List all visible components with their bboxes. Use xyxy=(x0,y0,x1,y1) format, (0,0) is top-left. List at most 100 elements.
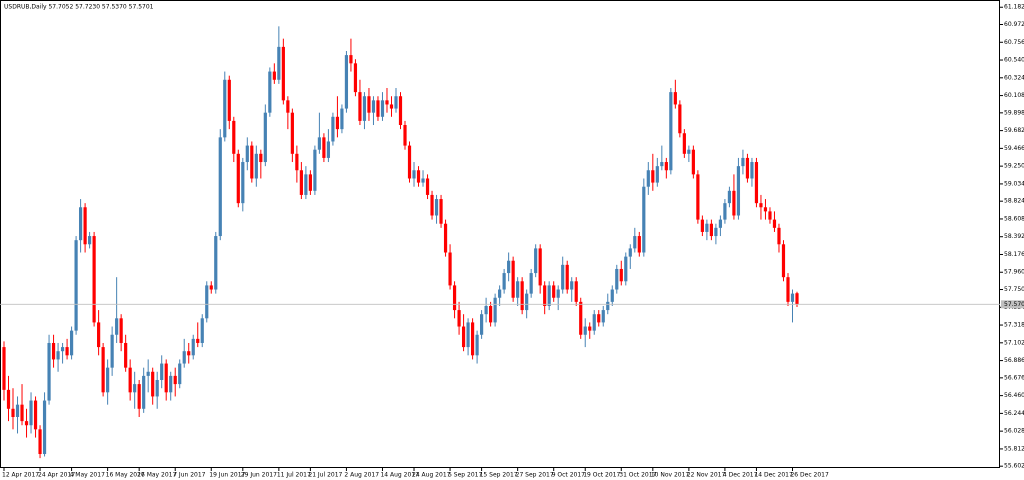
candle-body xyxy=(466,322,470,348)
candle-body xyxy=(205,285,209,319)
candle-body xyxy=(88,236,92,245)
candle-body xyxy=(502,273,506,290)
candle-body xyxy=(394,96,398,109)
candle-body xyxy=(520,281,524,311)
candle-body xyxy=(768,211,772,220)
candle-body xyxy=(209,285,213,290)
candle-body xyxy=(741,157,745,167)
candle-body xyxy=(92,236,96,323)
candle-body xyxy=(754,162,759,204)
candle-body xyxy=(51,342,56,360)
candle-body xyxy=(597,314,601,323)
candle-body xyxy=(714,227,718,237)
candle-body xyxy=(65,347,69,356)
y-tick-label: 55.6020 xyxy=(1004,463,1024,470)
candle-body xyxy=(452,285,457,311)
candle-body xyxy=(759,203,763,208)
candle-body xyxy=(304,174,308,195)
candle-body xyxy=(106,367,110,393)
candle-body xyxy=(60,347,65,352)
candle-body xyxy=(561,264,565,290)
candle-body xyxy=(489,305,493,323)
candle-body xyxy=(151,371,155,397)
y-tick-label: 56.8860 xyxy=(1004,357,1024,364)
candle-body xyxy=(33,400,38,430)
candle-body xyxy=(439,199,443,224)
candle-body xyxy=(326,141,331,158)
candle-body xyxy=(461,326,466,348)
x-tick-label: 29 Jun 2017 xyxy=(241,472,277,479)
candle-body xyxy=(421,178,425,183)
x-tick-label: 16 May 2017 xyxy=(106,472,145,479)
chart-title: USDRUB,Daily 57.7052 57.7230 57.5370 57.… xyxy=(4,4,154,11)
candle-body xyxy=(718,219,723,228)
candle-body xyxy=(313,149,317,191)
current-price-box xyxy=(1001,300,1024,309)
candle-body xyxy=(723,203,727,220)
y-tick-label: 57.1020 xyxy=(1004,339,1024,346)
candle-body xyxy=(498,289,502,298)
candle-body xyxy=(173,375,177,385)
y-tick-label: 60.7560 xyxy=(1004,39,1024,46)
candle-body xyxy=(142,375,146,409)
x-tick-label: 24 Aug 2017 xyxy=(412,472,451,479)
candle-body xyxy=(15,404,20,418)
candle-body xyxy=(705,223,709,232)
candle-body xyxy=(331,116,335,142)
candle-body xyxy=(272,71,276,80)
candle-body xyxy=(470,322,475,356)
x-tick-label: 4 May 2017 xyxy=(70,472,105,479)
candle-body xyxy=(651,170,655,183)
candle-body xyxy=(664,162,668,171)
candle-body xyxy=(583,326,587,335)
candle-body xyxy=(443,223,448,253)
current-price-label: 57.5701 xyxy=(1004,301,1024,308)
x-tick-label: 24 Apr 2017 xyxy=(38,472,75,479)
candle-body xyxy=(200,318,204,343)
candle-body xyxy=(371,100,376,113)
candle-body xyxy=(133,384,137,393)
candle-body xyxy=(772,219,777,228)
plot-frame xyxy=(0,0,1000,468)
candle-body xyxy=(196,338,200,343)
x-tick-label: 14 Dec 2017 xyxy=(754,472,793,479)
x-tick-label: 27 Sep 2017 xyxy=(516,472,554,479)
candle-body xyxy=(592,314,596,331)
y-tick-label: 59.4660 xyxy=(1004,145,1024,152)
candle-body xyxy=(245,145,249,163)
candle-body xyxy=(155,379,159,397)
candle-body xyxy=(529,273,533,294)
candle-body xyxy=(124,342,128,368)
candle-body xyxy=(236,153,240,204)
candle-body xyxy=(97,322,101,348)
candle-body xyxy=(178,363,182,385)
candle-body xyxy=(552,285,556,298)
candle-body xyxy=(263,112,267,163)
candle-body xyxy=(750,162,754,179)
candle-body xyxy=(637,236,641,253)
y-tick-label: 56.6760 xyxy=(1004,374,1024,381)
x-tick-label: 22 Nov 2017 xyxy=(687,472,726,479)
candle-body xyxy=(2,347,6,390)
candle-body xyxy=(687,149,691,154)
candle-body xyxy=(344,55,349,109)
candle-body xyxy=(727,190,732,204)
candle-body xyxy=(119,318,123,343)
candle-body xyxy=(543,285,547,306)
y-tick-label: 57.9600 xyxy=(1004,269,1024,276)
candle-body xyxy=(430,194,434,216)
candle-body xyxy=(565,264,569,290)
candle-body xyxy=(322,137,326,158)
candle-body xyxy=(110,334,114,368)
candle-body xyxy=(24,421,29,426)
x-tick-label: 26 May 2017 xyxy=(137,472,176,479)
x-tick-label: 31 Oct 2017 xyxy=(619,472,656,479)
x-tick-label: 12 Apr 2017 xyxy=(2,472,39,479)
candle-body xyxy=(547,285,551,306)
x-tick-label: 26 Dec 2017 xyxy=(790,472,829,479)
candle-body xyxy=(78,207,83,241)
candle-body xyxy=(633,236,637,249)
x-tick-label: 10 Nov 2017 xyxy=(651,472,690,479)
x-tick-label: 19 Jun 2017 xyxy=(209,472,245,479)
candle-body xyxy=(281,46,285,101)
